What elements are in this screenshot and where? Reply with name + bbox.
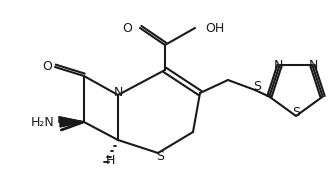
Text: OH: OH (205, 21, 224, 34)
Text: H₂N: H₂N (30, 115, 54, 128)
Text: O: O (42, 61, 52, 74)
Text: S: S (292, 106, 300, 120)
Text: O: O (122, 21, 132, 34)
Text: S: S (253, 80, 261, 93)
Text: S: S (156, 150, 164, 164)
Polygon shape (60, 117, 84, 127)
Text: N: N (274, 59, 283, 72)
Text: H: H (105, 153, 115, 166)
Text: N: N (309, 59, 318, 72)
Text: N: N (113, 86, 123, 99)
